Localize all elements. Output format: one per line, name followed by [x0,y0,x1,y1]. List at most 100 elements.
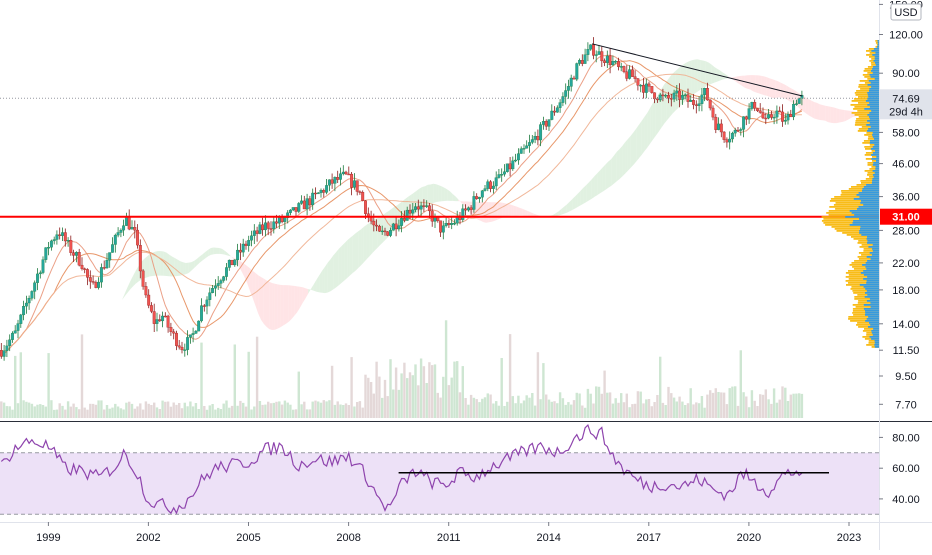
volume-bar [280,404,284,418]
candle-body [466,207,470,211]
time-tick-label: 1999 [36,532,60,544]
volume-profile-bar [859,232,879,234]
cloud-segment [222,248,225,255]
volume-bar [100,400,103,418]
volume-profile-bar [858,258,879,260]
cloud-segment [286,285,289,324]
volume-bar [764,389,767,418]
candle-body [569,77,573,87]
volume-profile-bar [851,212,879,214]
volume-profile-bar [877,40,879,42]
volume-bar [41,405,45,418]
volume-bar [583,407,587,418]
cloud-segment [238,260,242,272]
volume-profile-bar [872,180,879,182]
volume-bar [408,372,412,418]
candle-body [280,217,284,222]
cloud-segment [311,284,314,291]
volume-bar [214,409,217,418]
volume-bar [467,404,470,418]
candle-body [555,107,559,113]
candle-body [241,243,245,253]
candle-body [175,332,178,346]
volume-profile-bar [870,302,879,304]
volume-bar [442,376,445,418]
volume-profile-bar [823,218,879,220]
cloud-segment [655,94,659,136]
candle-body [24,302,28,307]
volume-profile-bar [859,230,879,232]
volume-bar [19,352,22,418]
volume-bar [497,405,501,418]
candle-body [355,180,359,192]
rsi-axis: 80.00 60.00 40.00 [879,432,920,506]
candle-body [247,240,251,246]
volume-profile-bar [866,282,879,284]
cloud-segment [486,202,489,223]
volume-profile-bar [850,104,879,106]
cloud-segment [611,155,614,186]
volume-bar [292,409,295,418]
candle-body [155,319,159,324]
candle-body [728,138,732,143]
volume-profile-bar [861,254,879,256]
volume-profile-bar [848,318,879,320]
volume-profile-bar [852,290,879,292]
candle-body [183,349,187,351]
candle-body [792,103,796,118]
cloud-segment [166,252,170,277]
cloud-segment [508,204,512,217]
volume-bar [239,400,242,418]
volume-bar [419,358,423,418]
volume-bar [400,373,403,418]
candle-body [52,239,56,242]
volume-bar [128,401,131,418]
candle-body [617,61,620,67]
candle-body [102,267,106,269]
volume-bar [114,403,117,418]
candle-body [275,221,278,224]
volume-profile-bar [856,90,879,92]
volume-profile-bar [829,206,879,208]
volume-bar [781,386,784,418]
volume-bar [428,362,431,418]
candle-body [711,107,715,118]
volume-profile-bar [866,318,879,320]
candle-body [416,206,420,210]
cloud-segment [758,75,762,95]
volume-profile-bar [875,40,879,42]
candle-body [427,205,431,212]
candle-body [675,90,679,94]
volume-profile-bar [848,282,879,284]
volume-bar [433,364,437,418]
candle-body [586,49,590,55]
candle-body [294,207,298,212]
volume-bar [692,404,695,418]
volume-bar [139,403,142,418]
cloud-segment [433,183,437,203]
volume-profile-bar [872,178,879,180]
volume-profile-bar [860,180,879,182]
cloud-segment [627,135,631,171]
candle-body [77,252,81,266]
volume-bar [481,398,484,418]
cloud-segment [272,283,275,330]
volume-bar [592,403,595,418]
candle-body [66,240,70,242]
candle-body [202,305,206,307]
volume-profile-bar [869,102,879,104]
volume-profile-bar [872,152,879,154]
volume-bar [30,403,34,418]
volume-bar [108,408,111,418]
candle-body [644,83,648,93]
volume-profile-bar [871,64,879,66]
volume-bar [183,402,186,418]
cloud-segment [803,95,806,114]
volume-bar [333,404,337,418]
cloud-segment [575,193,578,209]
volume-bar [14,355,17,418]
volume-bar [439,397,442,418]
candle-body [263,222,267,231]
volume-bar [522,400,526,418]
currency-badge-label: USD [894,7,917,19]
